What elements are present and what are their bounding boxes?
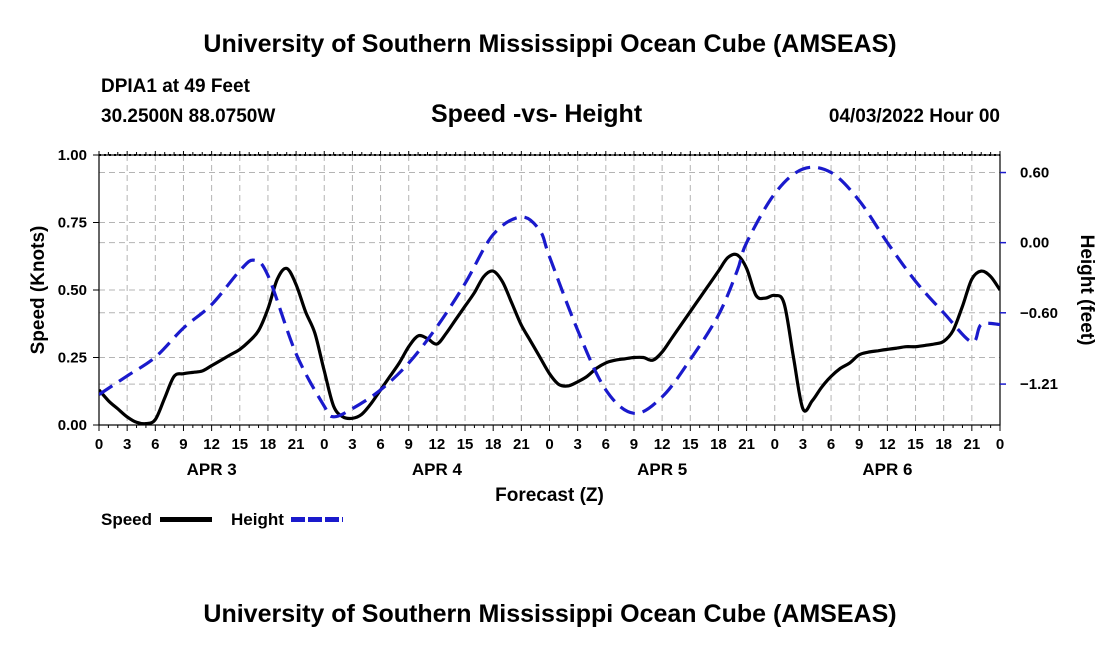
x-tick-label: 9 [179,436,187,453]
footer-title: University of Southern Mississippi Ocean… [203,600,897,628]
x-tick-label: 21 [288,436,305,453]
y-left-tick-label: 0.25 [58,350,87,367]
y-right-tick-label: −1.21 [1020,376,1058,393]
y-right-axis-title: Height (feet) [1076,235,1097,346]
day-label: APR 5 [637,460,687,479]
forecast-datetime: 04/03/2022 Hour 00 [828,106,1000,127]
legend-height-swatch [291,517,343,522]
legend-speed-swatch [160,517,212,522]
x-tick-label: 21 [964,436,981,453]
x-tick-label: 12 [429,436,446,453]
day-label: APR 4 [412,460,463,479]
y-right-tick-label: −0.60 [1020,305,1058,322]
x-tick-label: 12 [203,436,220,453]
x-tick-label: 0 [320,436,328,453]
day-label: APR 6 [862,460,912,479]
y-left-tick-label: 0.00 [58,417,87,434]
legend-height-label: Height [231,510,284,529]
x-tick-label: 15 [457,436,474,453]
y-left-tick-label: 0.50 [58,282,87,299]
x-tick-label: 0 [545,436,553,453]
x-tick-label: 3 [799,436,807,453]
x-tick-label: 15 [907,436,924,453]
page-title: University of Southern Mississippi Ocean… [203,30,897,58]
station-coordinates: 30.2500N 88.0750W [101,106,276,127]
x-tick-label: 12 [879,436,896,453]
legend-speed-label: Speed [101,510,153,529]
x-axis-title: Forecast (Z) [495,485,604,506]
x-tick-label: 18 [485,436,502,453]
y-right-tick-label: 0.00 [1020,235,1049,252]
x-tick-label: 21 [513,436,530,453]
x-tick-label: 18 [935,436,952,453]
x-tick-label: 18 [710,436,727,453]
x-tick-label: 6 [376,436,384,453]
x-tick-label: 18 [260,436,277,453]
chart-title: Speed -vs- Height [431,100,643,128]
x-tick-label: 15 [231,436,248,453]
x-tick-label: 12 [654,436,671,453]
height-series-line [99,165,1000,419]
x-tick-label: 0 [771,436,779,453]
x-tick-label: 3 [573,436,581,453]
x-tick-label: 21 [738,436,755,453]
day-label: APR 3 [187,460,237,479]
x-tick-label: 9 [405,436,413,453]
x-tick-label: 3 [348,436,356,453]
speed-series-line [99,252,1000,425]
y-left-tick-label: 1.00 [58,147,87,164]
x-tick-label: 9 [630,436,638,453]
x-tick-label: 6 [827,436,835,453]
y-left-axis-title: Speed (Knots) [28,226,49,355]
x-tick-label: 0 [996,436,1004,453]
x-tick-label: 9 [855,436,863,453]
x-tick-label: 3 [123,436,131,453]
x-tick-label: 6 [151,436,159,453]
y-left-tick-label: 0.75 [58,215,87,232]
y-right-tick-label: 0.60 [1020,165,1049,182]
x-tick-label: 6 [602,436,610,453]
x-tick-label: 0 [95,436,103,453]
x-tick-label: 15 [682,436,699,453]
station-name: DPIA1 at 49 Feet [101,76,250,97]
